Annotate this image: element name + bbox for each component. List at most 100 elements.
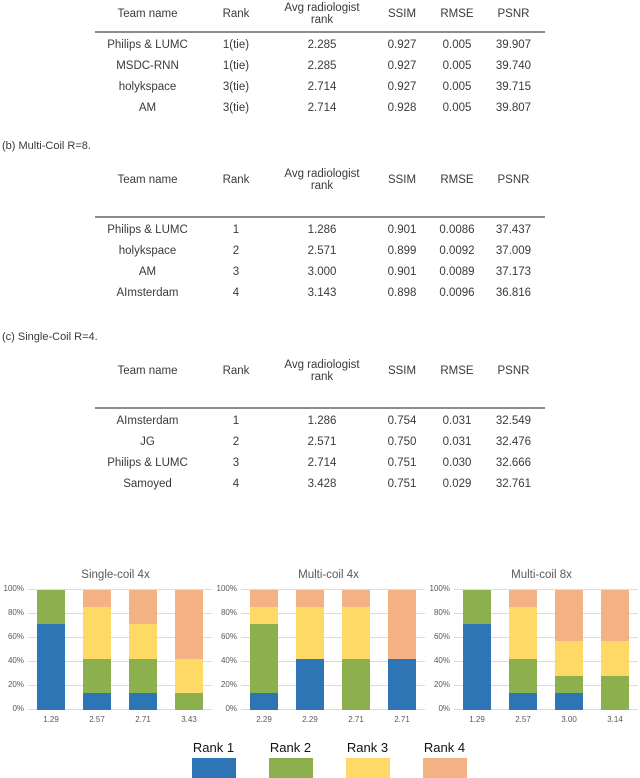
- legend-item-rank-1: Rank 1: [191, 740, 236, 778]
- gridline: [454, 589, 638, 590]
- table-cell: AImsterdam: [116, 415, 179, 427]
- x-axis-tick-label: 2.29: [256, 715, 272, 724]
- gridline: [241, 685, 425, 686]
- x-axis-tick-label: 2.29: [302, 715, 318, 724]
- y-axis-tick-label: 0%: [438, 704, 450, 713]
- bar-slot: [592, 589, 638, 710]
- table-cell: 39.907: [495, 39, 532, 51]
- table-row: holykspace 3(tie) 2.714 0.927 0.005 39.715: [95, 77, 545, 98]
- bar-segment-rank-4: [601, 589, 629, 642]
- table-header-row: Team name Rank Avg radiologist rank SSIM RMS…: [95, 356, 545, 409]
- gridline: [454, 685, 638, 686]
- bar-segment-rank-4: [509, 589, 537, 608]
- table-cell: 2: [232, 436, 240, 448]
- charts-row: Single-coil 4x 0% 20% 40% 60% 80% 100% 1.29 2.…: [0, 569, 640, 724]
- y-axis-tick-label: 20%: [433, 680, 450, 689]
- table-cell: holykspace: [118, 81, 177, 93]
- table-header-row: Team name Rank Avg radiologist rank SSIM RMS…: [95, 165, 545, 218]
- plot-area: 0% 20% 40% 60% 80% 100%: [430, 584, 638, 713]
- column-header: SSIM: [372, 165, 432, 218]
- bar-slot: [454, 590, 500, 710]
- column-header: Rank: [200, 356, 272, 409]
- x-axis-tick-label: 2.57: [89, 715, 105, 724]
- bar-slot: [546, 589, 592, 710]
- table-cell: AM: [138, 266, 157, 278]
- gridline: [28, 709, 212, 710]
- table-cell: 2.714: [307, 81, 337, 93]
- gridline: [241, 661, 425, 662]
- chart-single-coil-4x: Single-coil 4x 0% 20% 40% 60% 80% 100% 1.29 2.…: [0, 569, 213, 724]
- table-cell: 2: [232, 245, 240, 257]
- table-cell: MSDC-RNN: [116, 60, 179, 72]
- bars-group: [454, 589, 638, 710]
- gridline: [241, 613, 425, 614]
- table-cell: 1.286: [307, 224, 337, 236]
- table-cell: 0.901: [387, 224, 417, 236]
- column-header: Team name: [95, 356, 200, 409]
- x-axis-tick-label: 3.43: [181, 715, 197, 724]
- column-header: Avg radiologist rank: [272, 356, 372, 409]
- table-row: Philips & LUMC 3 2.714 0.751 0.030 32.666: [95, 453, 545, 474]
- gridline: [28, 637, 212, 638]
- column-header: RMSE: [432, 356, 482, 409]
- bar-segment-rank-2: [601, 675, 629, 710]
- table-cell: 0.0096: [439, 287, 475, 299]
- table-cell: 0.0086: [439, 224, 475, 236]
- table-cell: 0.0089: [439, 266, 475, 278]
- stacked-bar: [37, 590, 65, 710]
- table-cell: 37.173: [495, 266, 532, 278]
- table-cell: 0.005: [442, 102, 472, 114]
- table-cell: 0.751: [387, 478, 417, 490]
- bar-segment-rank-3: [175, 658, 203, 693]
- bar-segment-rank-3: [250, 607, 278, 625]
- table-cell: 3: [232, 266, 240, 278]
- table-cell: 3.000: [307, 266, 337, 278]
- table-cell: 2.714: [307, 102, 337, 114]
- x-axis-tick-label: 1.29: [43, 715, 59, 724]
- bar-segment-rank-3: [296, 607, 324, 659]
- table-cell: 1: [232, 415, 240, 427]
- chart-multi-coil-4x: Multi-coil 4x 0% 20% 40% 60% 80% 100% 2.29 2.2…: [213, 569, 426, 724]
- stacked-bar: [250, 590, 278, 710]
- legend-item-rank-3: Rank 3: [345, 740, 390, 778]
- column-header: PSNR: [482, 356, 545, 409]
- bar-segment-rank-4: [250, 590, 278, 608]
- results-table-c: Team name Rank Avg radiologist rank SSIM RMS…: [95, 356, 545, 495]
- bar-segment-rank-3: [509, 607, 537, 659]
- bar-segment-rank-4: [175, 590, 203, 659]
- table-cell: 36.816: [495, 287, 532, 299]
- results-table-a: Team name Rank Avg radiologist rank SSIM RMS…: [95, 0, 545, 119]
- bar-segment-rank-2: [342, 658, 370, 710]
- column-header: Avg radiologist rank: [272, 0, 372, 33]
- table-cell: 0.928: [387, 102, 417, 114]
- plot-area: 0% 20% 40% 60% 80% 100%: [217, 584, 425, 713]
- table-cell: 0.750: [387, 436, 417, 448]
- x-axis-tick-label: 2.57: [515, 715, 531, 724]
- x-axis-tick-label: 2.71: [348, 715, 364, 724]
- table-cell: 1: [232, 224, 240, 236]
- table-cell: 32.761: [495, 478, 532, 490]
- table-row: AM 3 3.000 0.901 0.0089 37.173: [95, 262, 545, 283]
- table-cell: holykspace: [118, 245, 177, 257]
- chart-title: Single-coil 4x: [81, 569, 150, 581]
- x-axis-tick-label: 3.00: [561, 715, 577, 724]
- x-axis-labels: 1.29 2.57 2.71 3.43: [28, 715, 212, 724]
- gridline: [454, 613, 638, 614]
- legend-swatch-rank-2: [268, 758, 313, 778]
- y-axis-tick-label: 20%: [7, 680, 24, 689]
- table-cell: 39.807: [495, 102, 532, 114]
- table-cell: 37.437: [495, 224, 532, 236]
- bar-segment-rank-2: [509, 658, 537, 693]
- gridline: [28, 589, 212, 590]
- y-axis-tick-label: 80%: [433, 608, 450, 617]
- legend-item-rank-2: Rank 2: [268, 740, 313, 778]
- y-axis-tick-label: 20%: [220, 680, 237, 689]
- y-axis-tick-label: 100%: [429, 584, 450, 593]
- table-cell: 2.285: [307, 39, 337, 51]
- table-row: AM 3(tie) 2.714 0.928 0.005 39.807: [95, 98, 545, 119]
- table-cell: JG: [140, 436, 155, 448]
- table-cell: 0.005: [442, 60, 472, 72]
- x-axis-labels: 2.29 2.29 2.71 2.71: [241, 715, 425, 724]
- stacked-bar: [296, 589, 324, 710]
